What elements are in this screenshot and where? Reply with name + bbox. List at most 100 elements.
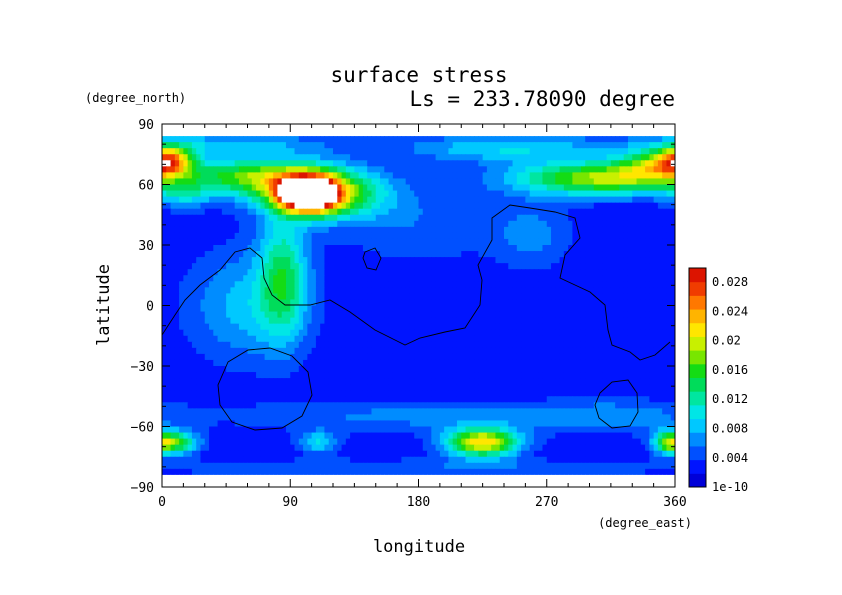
- heat-cell: [183, 136, 189, 143]
- heat-cell: [170, 329, 176, 337]
- heat-cell: [653, 202, 659, 210]
- heat-cell: [380, 372, 385, 379]
- heat-cell: [238, 329, 244, 337]
- heat-cell: [576, 178, 582, 186]
- heat-cell: [328, 293, 334, 301]
- heat-cell: [478, 226, 484, 234]
- heat-cell: [640, 305, 646, 313]
- heat-cell: [354, 359, 360, 367]
- heat-cell: [551, 251, 556, 258]
- heat-cell: [320, 311, 326, 319]
- heat-cell: [456, 359, 462, 367]
- heat-cell: [397, 130, 402, 137]
- heat-cell: [418, 220, 424, 228]
- heat-cell: [392, 323, 398, 331]
- heat-cell: [645, 311, 650, 319]
- heat-cell: [619, 317, 625, 325]
- heat-cell: [542, 190, 548, 198]
- heat-cell: [311, 220, 317, 228]
- heat-cell: [358, 251, 364, 258]
- heat-cell: [516, 154, 522, 161]
- heat-cell: [632, 172, 638, 180]
- heat-cell: [298, 130, 304, 137]
- heat-cell: [602, 311, 608, 319]
- heat-cell: [367, 214, 373, 222]
- heat-cell: [636, 136, 642, 143]
- heat-cell: [563, 359, 569, 367]
- heat-cell: [307, 178, 313, 186]
- heat-cell: [362, 293, 368, 301]
- heat-cell: [670, 208, 675, 216]
- heat-cell: [478, 184, 484, 192]
- heat-cell: [572, 311, 578, 319]
- heat-cell: [645, 178, 650, 186]
- heat-cell: [593, 263, 599, 270]
- heat-cell: [375, 281, 381, 288]
- heat-cell: [221, 251, 227, 258]
- heat-cell: [380, 196, 385, 204]
- heat-cell: [516, 136, 522, 143]
- heat-cell: [504, 202, 509, 210]
- heat-cell: [409, 347, 415, 355]
- heat-cell: [435, 196, 441, 204]
- heat-cell: [576, 160, 582, 167]
- heat-cell: [230, 353, 236, 361]
- heat-cell: [431, 238, 437, 246]
- heat-cell: [598, 184, 603, 192]
- heat-cell: [662, 293, 668, 301]
- heat-cell: [538, 245, 544, 252]
- heat-cell: [606, 136, 612, 143]
- heat-cell: [533, 245, 539, 252]
- heat-cell: [397, 184, 402, 192]
- heat-cell: [358, 178, 364, 186]
- heat-cell: [538, 293, 544, 301]
- heat-cell: [559, 341, 565, 349]
- heat-cell: [482, 226, 488, 234]
- heat-cell: [598, 366, 603, 373]
- heat-cell: [533, 160, 539, 167]
- heat-cell: [657, 184, 663, 192]
- heat-cell: [461, 341, 467, 349]
- heat-cell: [529, 329, 535, 337]
- heat-cell: [640, 353, 646, 361]
- heat-cell: [610, 287, 616, 294]
- heat-cell: [623, 275, 629, 282]
- heat-cell: [666, 245, 672, 252]
- heat-cell: [345, 142, 351, 149]
- heat-cell: [551, 359, 556, 367]
- heat-cell: [580, 305, 586, 313]
- heat-cell: [264, 323, 270, 331]
- heat-cell: [375, 142, 381, 149]
- heat-cell: [533, 154, 539, 161]
- heat-cell: [495, 130, 501, 137]
- heat-cell: [585, 172, 591, 180]
- heat-cell: [465, 293, 471, 301]
- heat-cell: [478, 124, 484, 131]
- heat-cell: [191, 245, 197, 252]
- heat-cell: [653, 226, 659, 234]
- heat-cell: [230, 190, 236, 198]
- heat-cell: [409, 323, 415, 331]
- heat-cell: [345, 166, 351, 173]
- heat-cell: [422, 130, 428, 137]
- heat-cell: [285, 251, 291, 258]
- heat-cell: [162, 172, 167, 180]
- heat-cell: [320, 196, 326, 204]
- heat-cell: [662, 190, 668, 198]
- heat-cell: [251, 184, 257, 192]
- heat-cell: [345, 317, 351, 325]
- heat-cell: [452, 214, 458, 222]
- heat-cell: [196, 238, 202, 246]
- heat-cell: [653, 214, 659, 222]
- heat-cell: [456, 160, 462, 167]
- heat-cell: [392, 347, 398, 355]
- heat-cell: [234, 341, 240, 349]
- heat-cell: [542, 154, 548, 161]
- heat-cell: [555, 281, 561, 288]
- heat-cell: [371, 142, 377, 149]
- heat-cell: [187, 184, 193, 192]
- heat-cell: [589, 160, 595, 167]
- heat-cell: [268, 226, 274, 234]
- heat-cell: [268, 275, 274, 282]
- heat-cell: [388, 299, 394, 307]
